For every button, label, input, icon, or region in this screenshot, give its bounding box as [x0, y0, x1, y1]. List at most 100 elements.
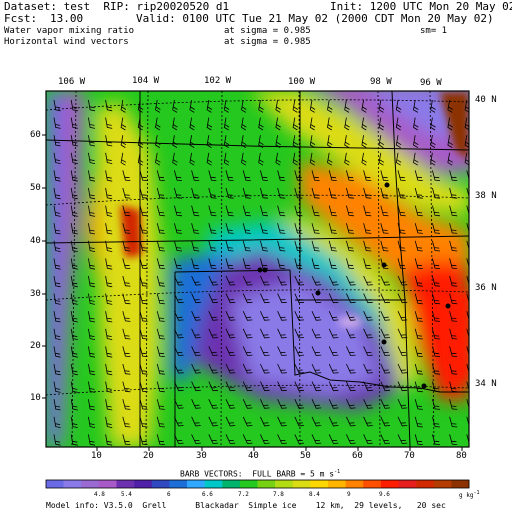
wind-barb	[328, 258, 337, 269]
colorbar-swatch	[63, 480, 82, 488]
wind-barb	[432, 170, 441, 181]
wind-barb	[122, 275, 131, 287]
wind-barb	[294, 240, 303, 252]
wind-barb	[380, 240, 389, 252]
wind-barb	[88, 399, 96, 411]
wind-barb	[292, 117, 299, 131]
wind-barb	[363, 434, 373, 444]
wind-barb	[139, 416, 148, 428]
city-dot	[384, 182, 390, 188]
wind-barb	[208, 187, 217, 199]
wind-barb	[88, 223, 96, 235]
wind-barb	[397, 328, 408, 339]
x-tick-30: 30	[196, 451, 207, 461]
wind-barb	[432, 328, 441, 340]
wind-barb	[464, 99, 469, 113]
wind-barb	[191, 223, 200, 234]
wind-barb	[361, 135, 367, 148]
colorbar-label: 7.2	[238, 491, 249, 498]
boundary-line	[391, 91, 411, 447]
wind-barb	[432, 240, 441, 252]
field1-level: at sigma = 0.985	[224, 26, 311, 36]
wind-barb	[53, 152, 61, 164]
wind-barb	[414, 328, 423, 340]
wind-barb	[311, 275, 322, 286]
wind-barb	[208, 293, 219, 304]
wind-barb	[275, 117, 281, 131]
wind-barb	[466, 240, 469, 251]
wind-barb	[311, 399, 322, 409]
lat-label-40n: 40 N	[475, 95, 497, 105]
wind-barb	[139, 223, 148, 234]
wind-barb	[260, 187, 269, 199]
wind-barb	[105, 170, 113, 182]
wind-barb	[189, 135, 195, 148]
wind-barb	[53, 363, 61, 376]
wind-barb	[275, 152, 281, 166]
colorbar-swatch	[116, 480, 135, 488]
wind-barb	[122, 187, 131, 199]
wind-barb	[105, 117, 113, 129]
wind-barb	[206, 152, 213, 166]
wind-barb	[208, 434, 219, 444]
wind-barb	[432, 346, 441, 357]
x-tick-80: 80	[456, 451, 467, 461]
field-red-southeast-core	[440, 290, 469, 380]
boundary-line	[46, 235, 469, 244]
wind-barb	[88, 205, 96, 217]
wind-barb	[122, 311, 131, 322]
model-info: Model info: V3.5.0 Grell Blackadar Simpl…	[46, 501, 446, 510]
wind-barb	[397, 399, 408, 409]
wind-barb	[105, 416, 113, 428]
wind-barb	[449, 346, 458, 357]
wind-barb	[277, 381, 287, 392]
wind-barb	[395, 135, 402, 148]
wind-barb	[120, 99, 127, 113]
wind-barb	[294, 434, 305, 444]
wind-barb	[449, 223, 458, 234]
wind-barb	[346, 311, 356, 321]
wind-barb	[260, 293, 270, 304]
wind-barb	[70, 258, 78, 270]
wind-barb	[174, 223, 183, 234]
wind-barb	[328, 205, 337, 217]
wind-barb	[208, 223, 217, 234]
colorbar-swatch	[98, 480, 117, 488]
wind-barb	[156, 293, 165, 305]
wind-barb	[363, 240, 372, 252]
wind-barb	[414, 205, 423, 217]
wind-barb	[414, 311, 423, 322]
wind-barb	[189, 117, 195, 131]
wind-barb	[346, 293, 356, 304]
wind-barb	[88, 187, 96, 200]
wind-barb	[174, 293, 184, 304]
wind-barb	[53, 381, 61, 393]
wind-barb	[311, 205, 320, 217]
wind-barb	[241, 135, 247, 148]
y-tick-60: 60	[30, 130, 41, 140]
wind-barb	[139, 205, 148, 217]
wind-barb	[139, 311, 148, 322]
wind-barb	[414, 258, 423, 269]
wind-barb	[277, 205, 286, 217]
wind-barb	[156, 240, 165, 252]
wind-barb	[191, 187, 200, 199]
wind-barb	[174, 399, 184, 409]
wind-barb	[311, 187, 320, 199]
boundary-line	[289, 269, 469, 393]
wind-barb	[277, 311, 287, 321]
wind-barb	[380, 434, 391, 444]
wind-barb	[346, 416, 356, 427]
wind-barb	[70, 170, 78, 182]
wind-barb	[413, 152, 419, 166]
wind-barb	[88, 434, 96, 446]
wind-barb	[395, 99, 402, 113]
wind-barb	[70, 99, 78, 112]
wind-barb	[260, 381, 270, 392]
wind-barb	[225, 223, 234, 234]
wind-barb	[242, 240, 251, 252]
wind-barb	[242, 258, 251, 269]
wind-barb	[397, 381, 408, 392]
wind-barb	[225, 416, 236, 427]
